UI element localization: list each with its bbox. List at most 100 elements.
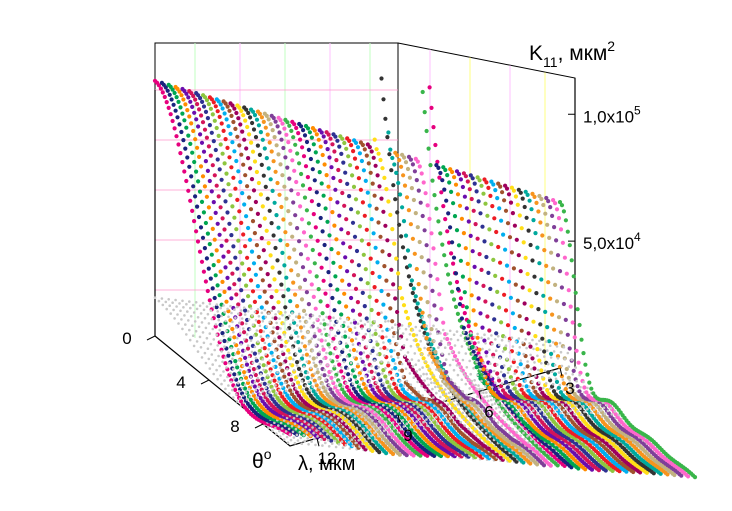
- shadow-marker: [292, 436, 296, 439]
- surface-marker: [328, 387, 333, 392]
- surface-marker: [309, 199, 314, 204]
- shadow-marker: [330, 416, 333, 420]
- surface-marker: [389, 267, 394, 272]
- shadow-marker: [319, 362, 322, 366]
- surface-marker: [289, 335, 294, 340]
- shadow-marker: [254, 388, 258, 392]
- shadow-marker: [314, 423, 317, 427]
- surface-marker: [342, 291, 347, 296]
- shadow-marker: [249, 375, 253, 379]
- surface-marker: [230, 271, 235, 276]
- shadow-marker: [424, 360, 427, 363]
- surface-marker: [197, 107, 202, 112]
- surface-marker: [183, 146, 188, 151]
- shadow-marker: [402, 425, 406, 428]
- shadow-marker: [259, 372, 263, 376]
- surface-marker: [329, 247, 334, 252]
- surface-marker: [454, 279, 460, 285]
- surface-marker: [246, 156, 251, 161]
- surface-marker: [175, 115, 180, 120]
- shadow-marker: [269, 369, 272, 373]
- shadow-marker: [463, 339, 467, 343]
- shadow-marker: [306, 330, 310, 334]
- surface-marker: [273, 316, 278, 321]
- surface-marker: [306, 390, 311, 395]
- surface-marker: [293, 292, 298, 297]
- surface-marker: [322, 322, 327, 327]
- shadow-marker: [242, 306, 246, 310]
- shadow-marker: [421, 414, 424, 418]
- shadow-marker: [217, 318, 220, 322]
- surface-marker: [268, 122, 273, 127]
- surface-marker: [226, 353, 231, 358]
- shadow-marker: [329, 319, 332, 322]
- surface-marker: [295, 151, 300, 156]
- shadow-marker: [366, 320, 370, 323]
- surface-marker: [351, 149, 356, 154]
- shadow-marker: [398, 379, 402, 383]
- surface-marker: [243, 308, 248, 313]
- shadow-marker: [264, 386, 268, 390]
- shadow-marker: [386, 412, 390, 415]
- surface-marker: [214, 305, 219, 310]
- surface-marker: [310, 167, 315, 172]
- surface-marker: [193, 194, 198, 199]
- shadow-marker: [308, 317, 312, 320]
- surface-marker: [292, 168, 297, 173]
- surface-marker: [283, 305, 288, 310]
- surface-marker: [169, 97, 174, 102]
- surface-marker: [335, 138, 340, 143]
- shadow-marker: [325, 315, 328, 319]
- surface-marker: [358, 187, 363, 192]
- surface-marker: [335, 200, 340, 205]
- shadow-marker: [474, 346, 477, 350]
- shadow-marker: [194, 329, 198, 333]
- shadow-marker: [487, 380, 490, 384]
- surface-marker: [298, 204, 303, 209]
- surface-marker: [255, 211, 260, 216]
- shadow-marker: [308, 388, 312, 392]
- surface-marker: [267, 208, 272, 213]
- surface-marker: [368, 256, 373, 261]
- shadow-marker: [421, 366, 424, 369]
- shadow-marker: [219, 374, 222, 377]
- shadow-marker: [210, 317, 214, 321]
- shadow-marker: [191, 334, 195, 338]
- shadow-marker: [383, 409, 386, 412]
- surface-marker: [281, 294, 286, 299]
- shadow-marker: [340, 324, 343, 328]
- surface-marker: [406, 208, 411, 213]
- surface-marker: [249, 140, 254, 145]
- surface-marker: [414, 266, 419, 272]
- surface-marker: [165, 88, 170, 93]
- surface-marker: [447, 180, 452, 185]
- surface-marker: [233, 387, 238, 392]
- shadow-marker: [248, 395, 252, 398]
- surface-marker: [315, 159, 320, 164]
- surface-marker: [230, 326, 235, 332]
- shadow-marker: [483, 374, 486, 378]
- shadow-marker: [379, 406, 382, 409]
- shadow-marker: [428, 367, 431, 370]
- shadow-marker: [238, 397, 242, 401]
- surface-marker: [206, 144, 211, 149]
- shadow-marker: [521, 426, 524, 429]
- shadow-marker: [329, 430, 332, 433]
- shadow-marker: [434, 354, 437, 358]
- shadow-marker: [336, 416, 340, 420]
- surface-marker: [262, 216, 267, 221]
- shadow-marker: [312, 431, 315, 435]
- surface-marker: [279, 343, 284, 348]
- surface-marker: [226, 182, 231, 187]
- surface-marker: [249, 249, 255, 254]
- surface-marker: [302, 195, 308, 200]
- shadow-marker: [517, 402, 520, 406]
- shadow-marker: [482, 434, 485, 438]
- surface-marker: [257, 111, 262, 116]
- surface-marker: [212, 118, 217, 123]
- shadow-marker: [308, 428, 312, 432]
- surface-marker: [402, 255, 408, 260]
- surface-marker: [432, 303, 437, 308]
- shadow-marker: [392, 427, 396, 430]
- surface-marker: [386, 292, 391, 297]
